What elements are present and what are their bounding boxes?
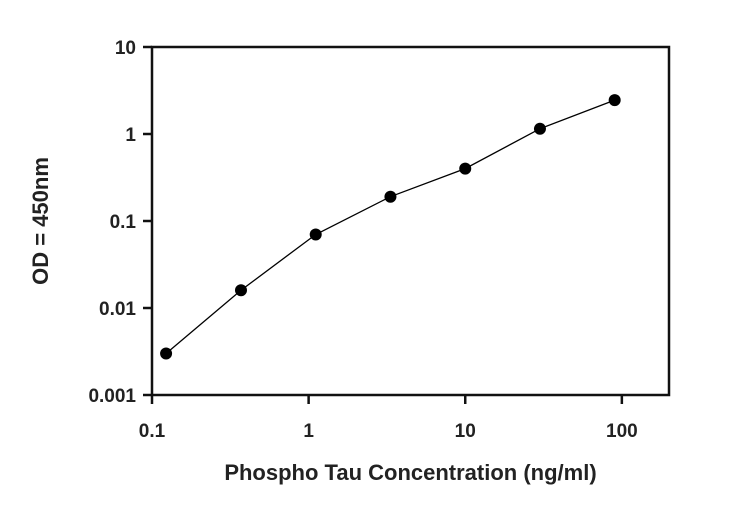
x-tick-label: 1 (303, 421, 314, 442)
series-line (165, 99, 615, 354)
data-point (459, 162, 472, 175)
x-tick-label: 10 (455, 421, 476, 442)
x-tick-label: 0.1 (139, 421, 166, 442)
data-series (160, 94, 621, 360)
data-point (309, 228, 322, 241)
data-point (608, 94, 621, 107)
data-point (160, 347, 173, 360)
y-tick-label: 0.001 (88, 386, 136, 407)
plot-frame (150, 45, 671, 397)
x-axis-title: Phospho Tau Concentration (ng/ml) (224, 460, 596, 485)
axes (150, 45, 671, 397)
data-point (384, 190, 397, 203)
x-tick-label: 100 (606, 421, 638, 442)
tick-labels: 0.1 1 10 100 0.001 0.01 0.1 1 10 (88, 38, 637, 442)
tick-marks (143, 45, 624, 404)
y-tick-label: 10 (115, 38, 136, 59)
y-axis-title: OD = 450nm (28, 157, 53, 285)
data-point (533, 122, 546, 135)
data-point (234, 284, 247, 297)
y-tick-label: 0.1 (110, 212, 137, 233)
y-tick-label: 0.01 (99, 299, 136, 320)
y-tick-label: 1 (125, 125, 136, 146)
